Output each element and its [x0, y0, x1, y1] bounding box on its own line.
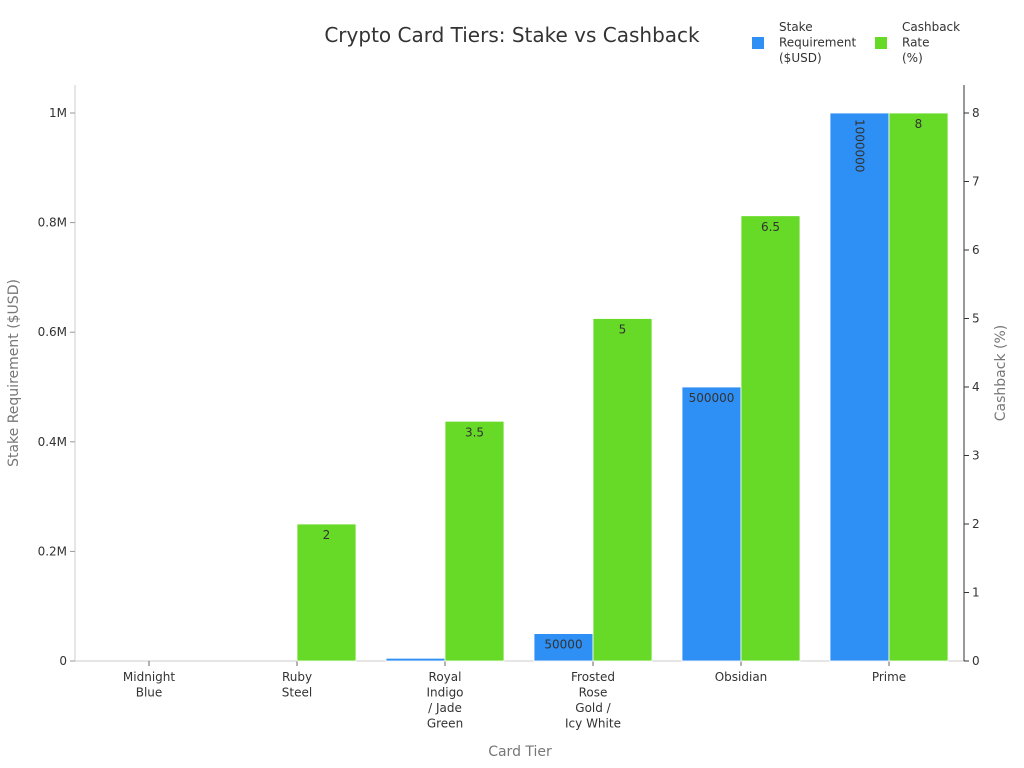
x-tick-label: Royal Indigo / Jade Green [426, 670, 463, 731]
y2-tick-label: 3 [972, 449, 980, 463]
cashback-bar [592, 318, 653, 662]
bar-value-label: 50000 [544, 638, 582, 652]
cashback-bar [444, 420, 505, 662]
bar-value-label: 3.5 [465, 425, 484, 439]
y2-tick-label: 0 [972, 654, 980, 668]
x-tick-label: Midnight Blue [123, 670, 175, 700]
bar-value-label: 1000000 [853, 119, 867, 172]
x-axis-title: Card Tier [488, 744, 552, 760]
x-tick-label: Ruby Steel [282, 670, 312, 700]
cashback-bar [888, 112, 949, 662]
bar-value-label: 500000 [689, 391, 735, 405]
y2-tick-label: 4 [972, 380, 980, 394]
stake-bar [385, 657, 446, 662]
y-tick-label: 0.4M [38, 435, 67, 449]
plot-area: 0 0.2M 0.4M 0.6M 0.8M 1M 0 1 2 3 4 5 6 7 8 Midnight Blue… [38, 85, 980, 731]
x-tick-label: Frosted Rose Gold / Icy White [565, 670, 621, 731]
y-tick-label: 0 [59, 654, 67, 668]
y2-tick-label: 1 [972, 586, 980, 600]
legend-label-cashback: Cashback Rate (%) [902, 20, 960, 65]
y2-tick-label: 7 [972, 175, 980, 189]
y2-tick-label: 2 [972, 517, 980, 531]
stake-bar [829, 112, 890, 662]
y2-axis-title: Cashback (%) [993, 325, 1009, 421]
legend-swatch-cashback [875, 37, 887, 49]
legend-label-stake: Stake Requirement ($USD) [779, 20, 856, 65]
bar-value-label: 8 [915, 117, 923, 131]
cashback-bar [296, 523, 357, 662]
bar-value-label: 2 [323, 528, 331, 542]
cashback-bar [740, 215, 801, 662]
x-tick-label: Obsidian [715, 670, 768, 684]
stake-bar [533, 633, 594, 662]
x-tick-label: Prime [872, 670, 906, 684]
chart-title: Crypto Card Tiers: Stake vs Cashback [324, 23, 700, 47]
y2-tick-label: 5 [972, 312, 980, 326]
bar-value-label: 6.5 [761, 220, 780, 234]
y-tick-label: 1M [49, 106, 67, 120]
y-tick-label: 0.2M [38, 544, 67, 558]
legend: Stake Requirement ($USD) Cashback Rate (%) [752, 20, 960, 65]
legend-swatch-stake [752, 37, 764, 49]
y-tick-label: 0.6M [38, 325, 67, 339]
y2-tick-label: 8 [972, 106, 980, 120]
y2-tick-label: 6 [972, 243, 980, 257]
bar-value-label: 5 [619, 323, 627, 337]
y-tick-label: 0.8M [38, 216, 67, 230]
stake-bar [681, 386, 742, 662]
y-axis-title: Stake Requirement ($USD) [6, 279, 22, 467]
